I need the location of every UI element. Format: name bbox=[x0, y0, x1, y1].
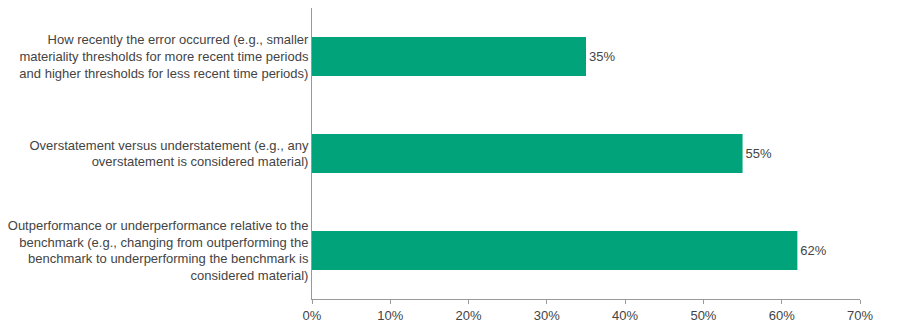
svg-text:Overstatement versus understat: Overstatement versus understatement (e.g… bbox=[29, 138, 308, 170]
svg-text:20%: 20% bbox=[456, 308, 482, 323]
svg-text:62%: 62% bbox=[800, 243, 826, 258]
svg-text:How recently the error occurre: How recently the error occurred (e.g., s… bbox=[19, 32, 309, 81]
svg-text:0%: 0% bbox=[303, 308, 322, 323]
svg-text:35%: 35% bbox=[589, 49, 615, 64]
svg-text:70%: 70% bbox=[847, 308, 873, 323]
svg-text:60%: 60% bbox=[769, 308, 795, 323]
svg-text:Outperformance or underperform: Outperformance or underperformance relat… bbox=[8, 218, 309, 284]
svg-text:30%: 30% bbox=[534, 308, 560, 323]
svg-text:40%: 40% bbox=[612, 308, 638, 323]
svg-text:55%: 55% bbox=[746, 146, 772, 161]
svg-text:50%: 50% bbox=[690, 308, 716, 323]
svg-text:10%: 10% bbox=[377, 308, 403, 323]
